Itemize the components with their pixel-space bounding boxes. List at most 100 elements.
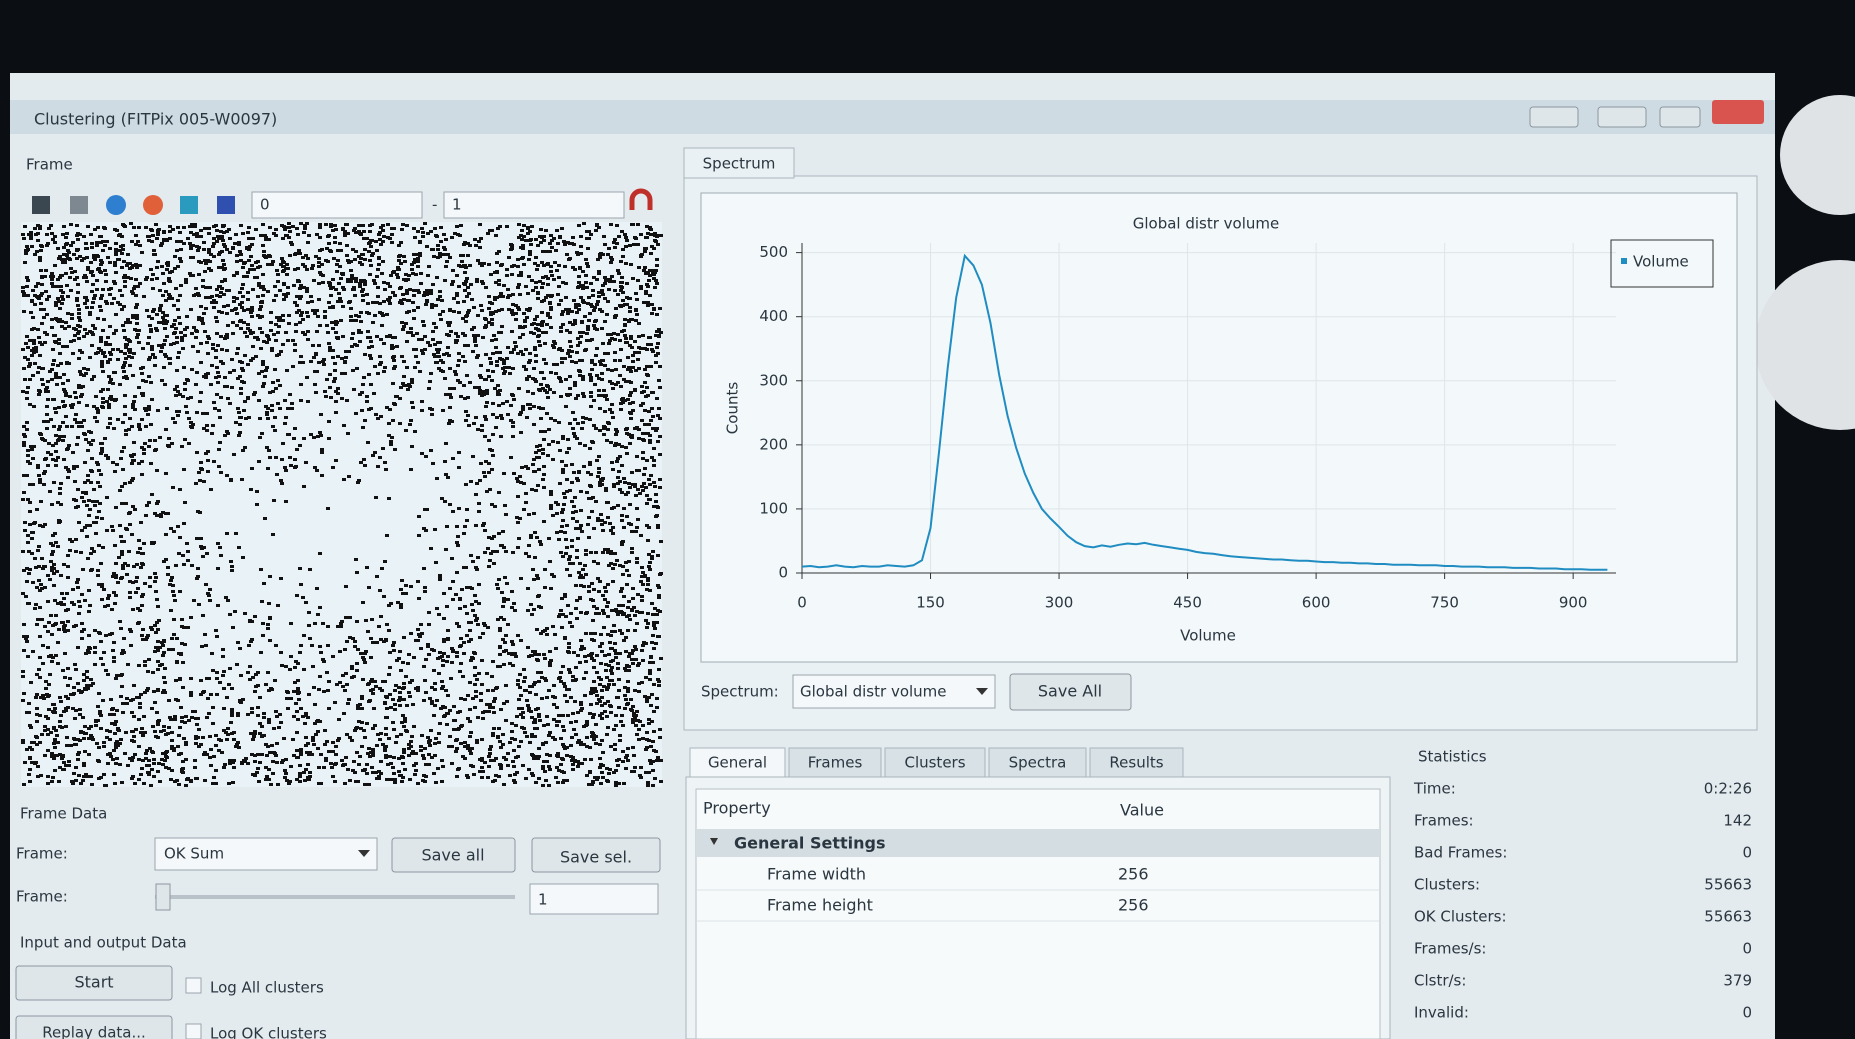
toolbar-icon[interactable] (70, 196, 88, 214)
checkbox[interactable] (185, 977, 202, 994)
slider-spinbox[interactable] (529, 883, 659, 915)
stat-label: Frames: (1414, 812, 1474, 830)
checkbox-label: Log All clusters (210, 979, 324, 997)
tab-label: Frames (808, 754, 863, 772)
column-header: Property (703, 799, 771, 818)
tab[interactable] (884, 747, 986, 779)
start-button[interactable] (15, 965, 173, 1001)
group-title: Statistics (1418, 748, 1487, 766)
x-tick-label: 600 (1302, 594, 1331, 612)
toolbar-icon[interactable] (180, 196, 198, 214)
stat-label: Clstr/s: (1414, 972, 1466, 990)
frame-select[interactable] (154, 837, 378, 871)
stat-label: Time: (1413, 780, 1456, 798)
magnet-icon[interactable] (629, 188, 653, 210)
button-label: Save all (421, 846, 484, 865)
toolbar-icon[interactable] (217, 196, 235, 214)
x-axis-label: Volume (1180, 627, 1236, 645)
toolbar-icon[interactable] (106, 195, 126, 215)
stat-label: Invalid: (1414, 1004, 1469, 1022)
save-selected-button[interactable] (531, 837, 661, 873)
y-tick-label: 400 (759, 307, 788, 325)
stat-value: 55663 (1704, 908, 1752, 926)
chart-frame (700, 192, 1738, 663)
series-line (801, 253, 1608, 571)
dropdown-arrow (358, 850, 370, 857)
checkbox[interactable] (185, 1023, 202, 1039)
chart-title: Global distr volume (1133, 215, 1280, 233)
save-all-button[interactable] (1009, 673, 1132, 711)
field-label: Spectrum: (701, 683, 779, 701)
frame-select-value: OK Sum (164, 845, 224, 863)
tab-label: General (708, 754, 767, 772)
slider-track (155, 895, 515, 899)
tab[interactable] (988, 747, 1087, 779)
stat-value: 0:2:26 (1704, 780, 1752, 798)
spectrum-tab[interactable] (683, 147, 795, 179)
range-from: 0 (260, 196, 270, 214)
group-label: General Settings (734, 834, 886, 853)
property-rows: Frame width 256 Frame height 256 (697, 865, 1379, 922)
field-label: Frame: (16, 888, 68, 906)
column-header: Value (1120, 801, 1164, 820)
property-value: 256 (1118, 865, 1149, 884)
toolbar-icon[interactable] (32, 196, 50, 214)
tab-label: Results (1109, 754, 1163, 772)
replay-button[interactable] (15, 1015, 173, 1039)
stat-label: Bad Frames: (1414, 844, 1507, 862)
x-tick-label: 0 (797, 594, 807, 612)
range-to-input[interactable] (443, 191, 625, 219)
range-from-input[interactable] (251, 191, 423, 219)
tab-bar: General Frames Clusters Spectra Results (689, 747, 1184, 779)
x-tick-label: 450 (1173, 594, 1202, 612)
spectrum-select[interactable] (792, 674, 996, 709)
property-name: Frame height (767, 896, 873, 915)
title-bar (10, 100, 1775, 134)
button-label: Replay data... (42, 1024, 146, 1039)
close-button[interactable] (1712, 100, 1764, 124)
y-tick-label: 100 (759, 499, 788, 517)
tab[interactable] (1089, 747, 1184, 779)
y-axis-label: Counts (724, 382, 742, 435)
legend (1610, 239, 1714, 288)
button-label: Start (74, 973, 113, 992)
toolbar-icon[interactable] (143, 195, 163, 215)
window-title: Clustering (FITPix 005-W0097) (34, 110, 277, 129)
tab[interactable] (689, 747, 786, 779)
range-separator: - (432, 196, 437, 214)
stat-label: Frames/s: (1414, 940, 1486, 958)
minimize-button[interactable] (1597, 106, 1647, 128)
group-row (697, 829, 1379, 857)
tab-label: Clusters (904, 754, 965, 772)
group-title: Input and output Data (20, 934, 187, 952)
chart: 0 100 200 300 400 500 0 150 300 450 600 750 900 Volum… (759, 239, 1714, 612)
y-tick-label: 500 (759, 243, 788, 261)
y-tick-label: 0 (778, 564, 788, 582)
y-tick-label: 300 (759, 371, 788, 389)
checkbox-label: Log OK clusters (210, 1025, 327, 1039)
slider-value: 1 (538, 891, 548, 909)
stat-label: OK Clusters: (1414, 908, 1507, 926)
window-button[interactable] (1529, 106, 1579, 128)
save-all-button[interactable] (391, 837, 516, 873)
desktop-clock (1755, 260, 1855, 430)
stat-value: 379 (1723, 972, 1752, 990)
range-to: 1 (452, 196, 462, 214)
statistics-rows: Time: 0:2:26 Frames: 142 Bad Frames: 0 Cluster… (1413, 780, 1752, 1022)
legend-label: Volume (1633, 253, 1689, 271)
stat-label: Clusters: (1414, 876, 1480, 894)
property-value: 256 (1118, 896, 1149, 915)
y-tick-label: 200 (759, 435, 788, 453)
stat-value: 0 (1742, 940, 1752, 958)
slider-handle[interactable] (155, 883, 171, 911)
stat-value: 0 (1742, 1004, 1752, 1022)
x-tick-label: 900 (1559, 594, 1588, 612)
spectrum-select-value: Global distr volume (800, 683, 947, 701)
stat-value: 0 (1742, 844, 1752, 862)
frame-pixels (21, 222, 663, 787)
dropdown-arrow (976, 688, 988, 695)
tab[interactable] (788, 747, 882, 779)
legend-swatch (1621, 258, 1627, 264)
maximize-button[interactable] (1659, 106, 1701, 128)
expand-arrow[interactable] (710, 838, 718, 845)
